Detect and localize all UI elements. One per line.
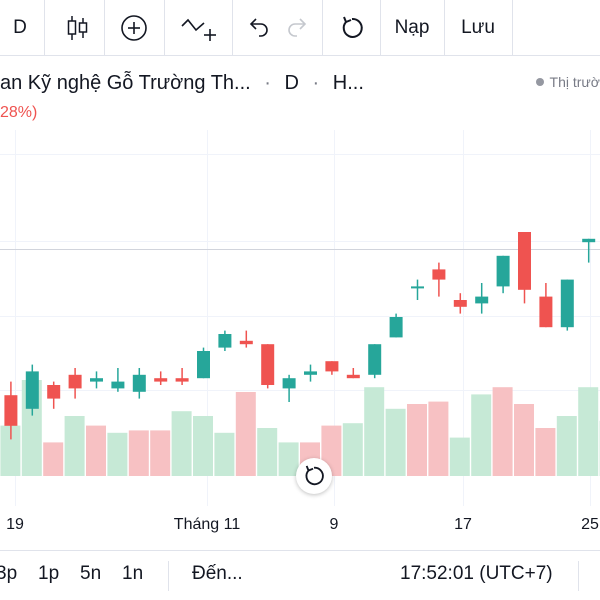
clock-timezone[interactable]: 17:52:01 (UTC+7) [400, 563, 553, 584]
goto-date-button[interactable]: Đến... [192, 563, 243, 584]
top-toolbar: D [0, 0, 600, 56]
toolbar-divider [444, 0, 445, 56]
x-tick-label: 9 [329, 516, 339, 533]
volume-bar [578, 387, 599, 476]
volume-bar [150, 430, 171, 476]
load-layout-button[interactable]: Nạp [394, 16, 430, 38]
volume-bar [257, 428, 278, 476]
candle-body [518, 232, 531, 290]
x-tick-label: 17 [454, 516, 472, 533]
volume-bar [385, 408, 406, 476]
range-3m-button[interactable]: 3p [0, 563, 18, 584]
volume-bar [107, 432, 128, 476]
toolbar-divider [164, 0, 165, 56]
volume-bar [64, 416, 85, 476]
candle-body [389, 317, 403, 338]
volume-bar [86, 425, 106, 476]
market-status-dot-icon [535, 78, 544, 86]
market-status-label: Thị trườ [549, 74, 600, 90]
x-tick-label: 25 [581, 516, 599, 533]
volume-bar [0, 425, 21, 476]
bottom-divider [168, 561, 169, 591]
toolbar-divider [380, 0, 381, 56]
volume-bar [235, 392, 256, 476]
price-change: 28%) [0, 104, 38, 121]
candle-body [25, 371, 39, 409]
symbol-legend[interactable]: an Kỹ nghệ Gỗ Trường Th... · D · H... [0, 72, 364, 94]
volume-bar [428, 401, 449, 476]
legend-interval: D [284, 72, 299, 94]
candle-body [560, 279, 574, 328]
volume-bar [364, 387, 385, 476]
x-tick-label: Tháng 11 [173, 516, 241, 533]
volume-bar [514, 404, 534, 476]
volume-bar [492, 387, 513, 476]
volume-bar [471, 394, 492, 476]
volume-bar [449, 437, 470, 476]
range-1m-button[interactable]: 1p [38, 563, 60, 584]
symbol-name: an Kỹ nghệ Gỗ Trường Th... [0, 72, 251, 94]
volume-bar [342, 423, 363, 476]
candle-body [282, 378, 296, 389]
range-5y-button[interactable]: 5n [80, 563, 102, 584]
candle-body [90, 378, 103, 382]
volume-bar [407, 404, 427, 476]
volume-bar [556, 416, 577, 476]
candle-body [325, 361, 339, 372]
volume-bar [193, 416, 213, 476]
undo-icon[interactable] [240, 0, 276, 55]
volume-bar [214, 432, 235, 476]
candle-body [68, 374, 82, 389]
price-chart[interactable] [0, 130, 600, 506]
reset-chart-button[interactable] [296, 458, 332, 494]
candle-body [411, 286, 424, 289]
add-indicator-icon[interactable] [112, 0, 156, 55]
volume-bar [171, 411, 192, 476]
range-1y-button[interactable]: 1n [122, 563, 144, 584]
candle-body [304, 371, 317, 375]
reload-icon[interactable] [330, 0, 374, 55]
candle-body [346, 374, 360, 379]
toolbar-divider [512, 0, 513, 56]
candle-body [239, 340, 253, 345]
market-status: Thị trườ [535, 74, 600, 90]
candle-body [432, 269, 446, 280]
candle-body [197, 351, 210, 379]
reset-icon [305, 465, 324, 486]
candle-body [47, 385, 61, 399]
candles-icon[interactable] [56, 0, 100, 55]
volume-bar [535, 428, 556, 476]
bottom-divider [578, 561, 579, 591]
volume-bar [128, 430, 149, 476]
candle-body [496, 255, 510, 287]
save-layout-button[interactable]: Lưu [461, 16, 495, 38]
candle-body [582, 238, 596, 243]
toolbar-divider [44, 0, 45, 56]
candle-body [175, 378, 189, 382]
candle-body [453, 300, 467, 307]
volume-bar [43, 442, 64, 476]
interval-button[interactable]: D [13, 16, 27, 38]
candle-body [261, 344, 275, 385]
bottom-toolbar: 3p 1p 5n 1n Đến... 17:52:01 (UTC+7) [0, 550, 600, 600]
chart-legend: an Kỹ nghệ Gỗ Trường Th... · D · H... 28… [0, 66, 600, 126]
candle-body [539, 296, 553, 328]
candle-body [475, 296, 489, 304]
candle-body [218, 334, 232, 348]
legend-exchange: H... [332, 72, 364, 94]
candle-body [368, 344, 382, 375]
redo-icon[interactable] [280, 0, 316, 55]
candle-body [4, 395, 18, 426]
candle-body [132, 374, 146, 392]
candle-body [154, 378, 168, 382]
toolbar-divider [104, 0, 105, 56]
compare-icon[interactable] [174, 0, 222, 55]
toolbar-divider [322, 0, 323, 56]
x-tick-label: 19 [6, 516, 24, 533]
candle-body [111, 381, 125, 389]
toolbar-divider [232, 0, 233, 56]
volume-bar [278, 442, 299, 476]
